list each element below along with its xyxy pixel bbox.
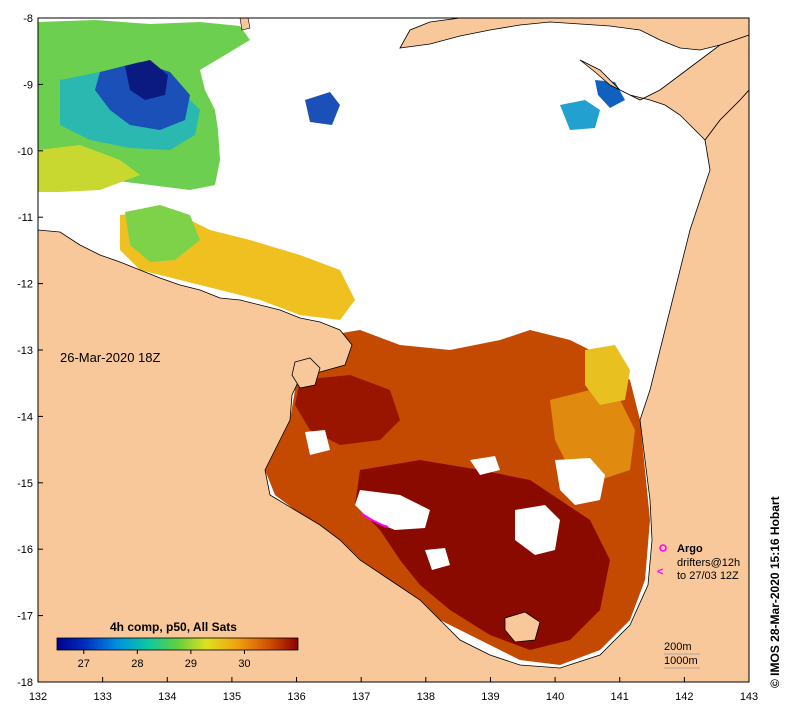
lat-tick-label: -15 bbox=[17, 478, 33, 490]
sst-green-band bbox=[125, 205, 200, 262]
sst-small-blue-patch-1 bbox=[305, 92, 340, 125]
no-data-hole-3 bbox=[555, 458, 605, 505]
argo-symbol-icon bbox=[659, 544, 667, 552]
colorbar-tick-label: 28 bbox=[131, 658, 143, 670]
colorbar: 4h comp, p50, All Sats 27 28 29 30 bbox=[56, 620, 299, 670]
sst-mid-warm-region bbox=[550, 390, 635, 480]
lon-tick-label: 137 bbox=[352, 691, 370, 703]
lon-tick-label: 132 bbox=[29, 691, 47, 703]
legend-1000m: 1000m bbox=[664, 655, 698, 667]
sst-north-navy-patch bbox=[125, 60, 168, 100]
map-plot-area bbox=[38, 18, 749, 682]
land-groote-eylandt bbox=[291, 357, 321, 389]
lat-tick-label: -12 bbox=[17, 279, 33, 291]
lat-tick-label: -14 bbox=[17, 411, 33, 423]
land-arnhem-nt bbox=[38, 89, 749, 682]
drifter-symbol-icon: < bbox=[657, 566, 663, 578]
lat-tick-label: -8 bbox=[23, 13, 33, 25]
colorbar-scale bbox=[56, 637, 299, 651]
no-data-hole-6 bbox=[470, 456, 500, 475]
drifter-tracks bbox=[361, 513, 389, 528]
legend-argo: Argo bbox=[677, 543, 703, 555]
lat-tick-label: -10 bbox=[17, 146, 33, 158]
lat-tick-label: -17 bbox=[17, 611, 33, 623]
sst-warmest-core-2 bbox=[295, 375, 400, 445]
datetime-label: 26-Mar-2020 18Z bbox=[60, 350, 160, 365]
lon-tick-label: 138 bbox=[417, 691, 435, 703]
lat-tick-label: -13 bbox=[17, 345, 33, 357]
colorbar-title: 4h comp, p50, All Sats bbox=[110, 620, 237, 634]
legend-drifters-line2: to 27/03 12Z bbox=[677, 570, 739, 582]
lon-tick-label: 134 bbox=[158, 691, 176, 703]
land-new-guinea bbox=[399, 18, 749, 51]
lat-tick-label: -16 bbox=[17, 544, 33, 556]
land-mornington-island bbox=[504, 611, 541, 643]
sst-north-yellow-patch bbox=[38, 145, 140, 192]
lat-tick-label: -11 bbox=[18, 212, 33, 224]
lat-tick-label: -18 bbox=[17, 677, 33, 689]
legend-drifters-line1: drifters@12h bbox=[677, 557, 740, 569]
colorbar-tick-label: 30 bbox=[238, 658, 250, 670]
land-islands-north bbox=[239, 18, 251, 31]
sst-yellow-east-region bbox=[585, 345, 630, 405]
sst-small-blue-patch-2 bbox=[560, 100, 600, 130]
imos-credit: © IMOS 28-Mar-2020 15:16 Hobart bbox=[768, 496, 782, 688]
no-data-hole-5 bbox=[305, 430, 330, 455]
lon-tick-label: 142 bbox=[675, 691, 693, 703]
colorbar-tick-label: 27 bbox=[78, 658, 90, 670]
lon-tick-label: 133 bbox=[93, 691, 111, 703]
lon-tick-label: 136 bbox=[287, 691, 305, 703]
legend-200m: 200m bbox=[664, 641, 692, 653]
lon-axis: 132 133 134 135 136 137 138 139 140 141 142 143 bbox=[29, 677, 758, 703]
legend: Argo < drifters@12h to 27/03 12Z 200m 10… bbox=[657, 543, 740, 669]
no-data-hole-4 bbox=[425, 548, 450, 570]
colorbar-tick-label: 29 bbox=[185, 658, 197, 670]
lon-tick-label: 139 bbox=[481, 691, 499, 703]
land-cape-york-top bbox=[579, 34, 749, 141]
lon-tick-label: 135 bbox=[223, 691, 241, 703]
lon-tick-label: 140 bbox=[546, 691, 564, 703]
colorbar-ticks: 27 28 29 30 bbox=[78, 650, 251, 670]
lon-tick-label: 143 bbox=[740, 691, 758, 703]
lat-tick-label: -9 bbox=[23, 79, 33, 91]
lon-tick-label: 141 bbox=[611, 691, 629, 703]
lat-axis: -8 -9 -10 -11 -12 -13 -14 -15 -16 -17 -18 bbox=[17, 13, 43, 689]
no-data-hole-2 bbox=[515, 505, 560, 555]
